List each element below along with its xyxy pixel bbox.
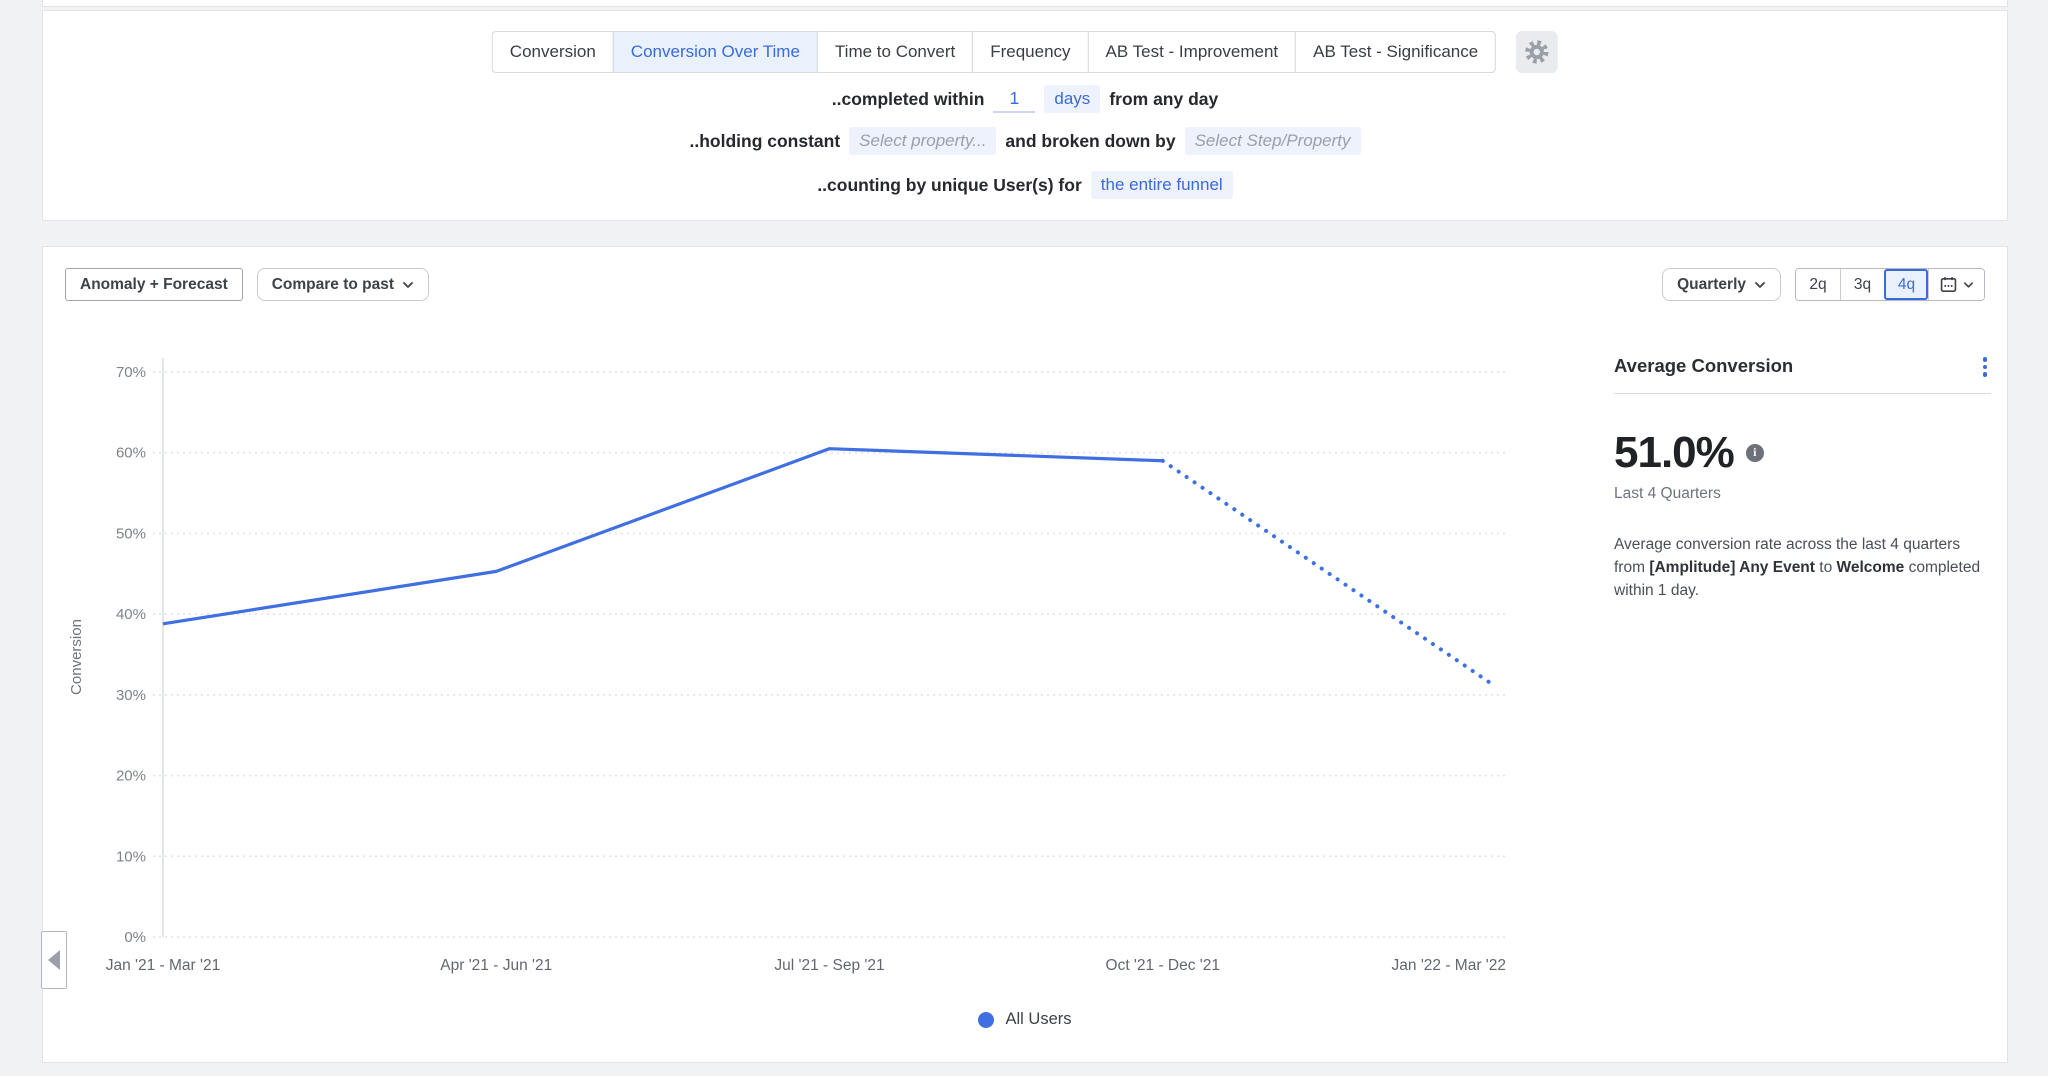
counting-by-row: ..counting by unique User(s) for the ent… — [43, 169, 2007, 201]
svg-text:0%: 0% — [124, 929, 146, 946]
chart-card: Anomaly + Forecast Compare to past Quart… — [42, 246, 2008, 1063]
from-any-day-label: from any day — [1109, 88, 1219, 109]
kebab-menu-icon[interactable] — [1979, 355, 1992, 379]
panel-divider — [1614, 392, 1991, 394]
range-3q-button[interactable]: 3q — [1840, 269, 1884, 300]
collapse-sidebar-handle[interactable] — [41, 931, 67, 989]
range-2q-button[interactable]: 2q — [1796, 269, 1840, 300]
granularity-dropdown[interactable]: Quarterly — [1662, 268, 1781, 301]
chevron-down-icon — [1754, 281, 1766, 289]
chart-toolbar-left: Anomaly + Forecast Compare to past — [65, 268, 430, 301]
funnel-config-card: Conversion Conversion Over Time Time to … — [42, 10, 2008, 221]
svg-text:40%: 40% — [116, 606, 146, 623]
series-color-dot — [978, 1011, 995, 1028]
svg-text:60%: 60% — [116, 445, 146, 462]
x-axis-tick-label: Jan '22 - Mar '22 — [1392, 957, 1506, 974]
svg-text:70%: 70% — [116, 364, 146, 381]
custom-date-range-button[interactable] — [1928, 269, 1984, 300]
conversion-line — [162, 447, 1163, 626]
legend-label-all-users[interactable]: All Users — [1005, 1010, 1072, 1028]
y-axis-label: Conversion — [68, 619, 85, 695]
x-axis-tick-label: Jul '21 - Sep '21 — [774, 957, 884, 974]
select-property-chip[interactable]: Select property... — [849, 127, 997, 155]
conversion-over-time-chart[interactable]: 0% 10% 20% 30% 40% 50% 60% 70% Conversion Jan '21… — [43, 247, 2009, 1064]
granularity-label: Quarterly — [1677, 275, 1746, 293]
chart-toolbar-right: Quarterly 2q 3q 4q — [1662, 268, 1985, 301]
anomaly-forecast-button[interactable]: Anomaly + Forecast — [65, 268, 243, 301]
forecast-dotted-line — [1160, 458, 1498, 689]
completed-within-label: ..completed within — [831, 88, 985, 109]
entire-funnel-chip[interactable]: the entire funnel — [1090, 171, 1233, 199]
tab-time-to-convert[interactable]: Time to Convert — [816, 31, 974, 73]
tab-frequency[interactable]: Frequency — [972, 31, 1089, 73]
previous-card-edge — [42, 0, 2008, 7]
date-range-group: 2q 3q 4q — [1795, 268, 1985, 301]
broken-down-by-label: and broken down by — [1005, 130, 1176, 151]
holding-constant-row: ..holding constant Select property... an… — [43, 125, 2007, 157]
calendar-icon — [1939, 275, 1958, 294]
average-conversion-value: 51.0% — [1614, 427, 1735, 477]
chart-legend: All Users — [43, 1010, 2007, 1029]
counting-by-label: ..counting by unique User(s) for — [817, 174, 1082, 195]
chart-settings-button[interactable] — [1516, 31, 1559, 73]
x-axis-tick-label: Jan '21 - Mar '21 — [106, 957, 220, 974]
chevron-left-icon — [48, 950, 60, 970]
svg-text:50%: 50% — [116, 525, 146, 542]
conversion-window-unit-chip[interactable]: days — [1044, 85, 1101, 113]
event-name-any-event: [Amplitude] Any Event — [1649, 558, 1815, 576]
panel-period: Last 4 Quarters — [1614, 484, 1721, 502]
chevron-down-icon — [402, 281, 414, 289]
gear-icon — [1524, 39, 1550, 65]
svg-text:10%: 10% — [116, 848, 146, 865]
info-icon[interactable]: i — [1745, 443, 1764, 462]
compare-to-past-label: Compare to past — [271, 275, 395, 293]
range-4q-button[interactable]: 4q — [1884, 269, 1928, 300]
view-tab-group: Conversion Conversion Over Time Time to … — [491, 31, 1497, 73]
tab-ab-test-significance[interactable]: AB Test - Significance — [1295, 31, 1497, 73]
panel-description: Average conversion rate across the last … — [1614, 535, 1981, 600]
tab-conversion[interactable]: Conversion — [491, 31, 614, 73]
holding-constant-label: ..holding constant — [689, 130, 841, 151]
view-tabs-row: Conversion Conversion Over Time Time to … — [491, 31, 1559, 73]
panel-title: Average Conversion — [1614, 355, 1794, 376]
x-axis-tick-label: Apr '21 - Jun '21 — [440, 957, 552, 974]
tab-conversion-over-time[interactable]: Conversion Over Time — [612, 31, 818, 73]
panel-header: Average Conversion — [1614, 355, 1991, 379]
svg-text:30%: 30% — [116, 687, 146, 704]
x-axis-tick-label: Oct '21 - Dec '21 — [1106, 957, 1220, 974]
event-name-welcome: Welcome — [1836, 558, 1905, 576]
svg-text:20%: 20% — [116, 768, 146, 785]
select-step-property-chip[interactable]: Select Step/Property — [1184, 127, 1361, 155]
completed-within-row: ..completed within days from any day — [43, 83, 2007, 115]
tab-ab-test-improvement[interactable]: AB Test - Improvement — [1087, 31, 1297, 73]
conversion-window-input[interactable] — [993, 85, 1036, 113]
average-conversion-panel: Average Conversion 51.0% i Last 4 Quarte… — [1614, 355, 1991, 602]
chevron-down-icon — [1963, 281, 1974, 289]
compare-to-past-button[interactable]: Compare to past — [256, 268, 430, 301]
